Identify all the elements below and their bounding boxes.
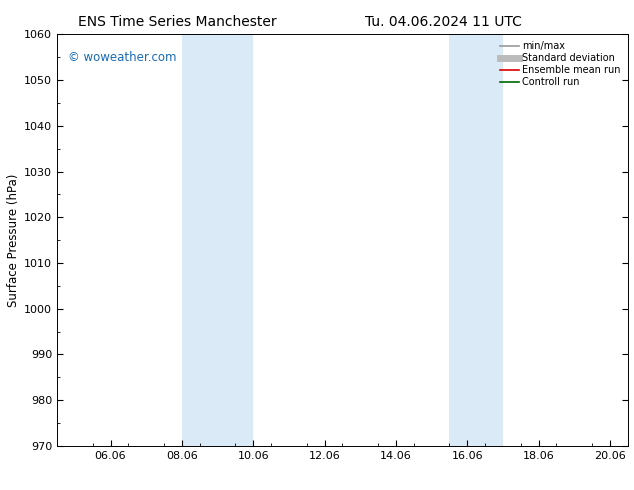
Bar — [182, 34, 253, 446]
Text: © woweather.com: © woweather.com — [68, 51, 177, 64]
Legend: min/max, Standard deviation, Ensemble mean run, Controll run: min/max, Standard deviation, Ensemble me… — [498, 39, 623, 89]
Text: Tu. 04.06.2024 11 UTC: Tu. 04.06.2024 11 UTC — [365, 15, 522, 29]
Y-axis label: Surface Pressure (hPa): Surface Pressure (hPa) — [7, 173, 20, 307]
Text: ENS Time Series Manchester: ENS Time Series Manchester — [78, 15, 277, 29]
Bar — [450, 34, 503, 446]
